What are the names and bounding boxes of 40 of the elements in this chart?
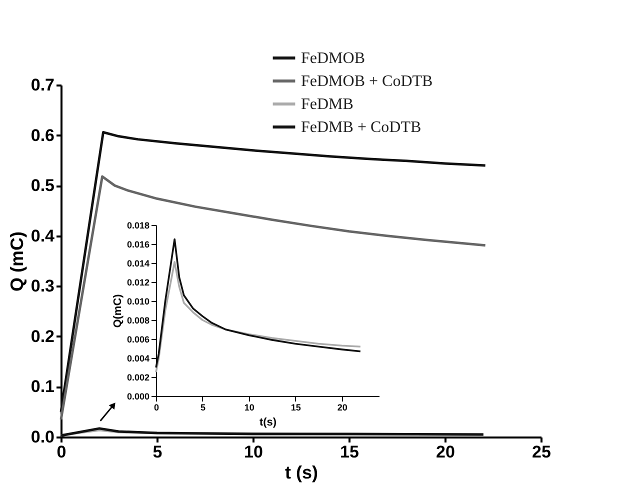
y-tick-label: 0.000: [126, 392, 150, 402]
x-tick-label: 0: [56, 442, 66, 462]
x-tick-label: 5: [152, 442, 162, 462]
y-tick-label: 0.7: [30, 76, 54, 94]
legend-label: FeDMOB: [301, 50, 366, 67]
line-series: [60, 131, 487, 414]
x-tick-label: 20: [337, 402, 348, 412]
x-tick-label: 10: [244, 442, 263, 462]
x-tick-label: 15: [290, 402, 301, 412]
x-tick-label: 25: [532, 442, 551, 462]
y-tick-label: 0.012: [126, 278, 150, 288]
x-tick-label: 10: [244, 402, 254, 412]
legend-label: FeDMB: [301, 96, 354, 113]
line-series: [155, 238, 362, 368]
y-tick-label: 0.004: [126, 354, 150, 364]
x-axis-title: t (s): [285, 462, 318, 482]
y-axis-title: Q (mC): [6, 232, 27, 292]
x-tick-label: 5: [200, 402, 206, 412]
y-tick-label: 0.2: [30, 326, 54, 346]
y-tick-label: 0.1: [30, 377, 54, 396]
y-tick-label: 0.014: [126, 258, 150, 268]
y-axis-title: Q(mC): [112, 294, 124, 328]
y-tick-label: 0.006: [126, 334, 150, 344]
x-axis-title: t(s): [259, 416, 277, 428]
y-tick-label: 0.3: [30, 276, 54, 296]
x-tick-label: 20: [436, 442, 455, 462]
y-tick-label: 0.4: [30, 226, 56, 246]
x-tick-label: 0: [154, 402, 160, 412]
legend-label: FeDMB + CoDTB: [301, 119, 422, 136]
y-tick-label: 0.0: [30, 428, 54, 446]
line-series: [155, 261, 362, 374]
y-tick-label: 0.016: [126, 240, 150, 250]
y-tick-label: 0.008: [126, 316, 150, 326]
legend-label: FeDMOB + CoDTB: [301, 73, 433, 90]
y-tick-label: 0.002: [126, 372, 150, 382]
x-tick-label: 15: [340, 442, 359, 462]
y-tick-label: 0.6: [30, 126, 54, 145]
y-tick-label: 0.010: [126, 296, 150, 306]
y-tick-label: 0.5: [30, 176, 54, 196]
y-tick-label: 0.018: [126, 220, 150, 230]
